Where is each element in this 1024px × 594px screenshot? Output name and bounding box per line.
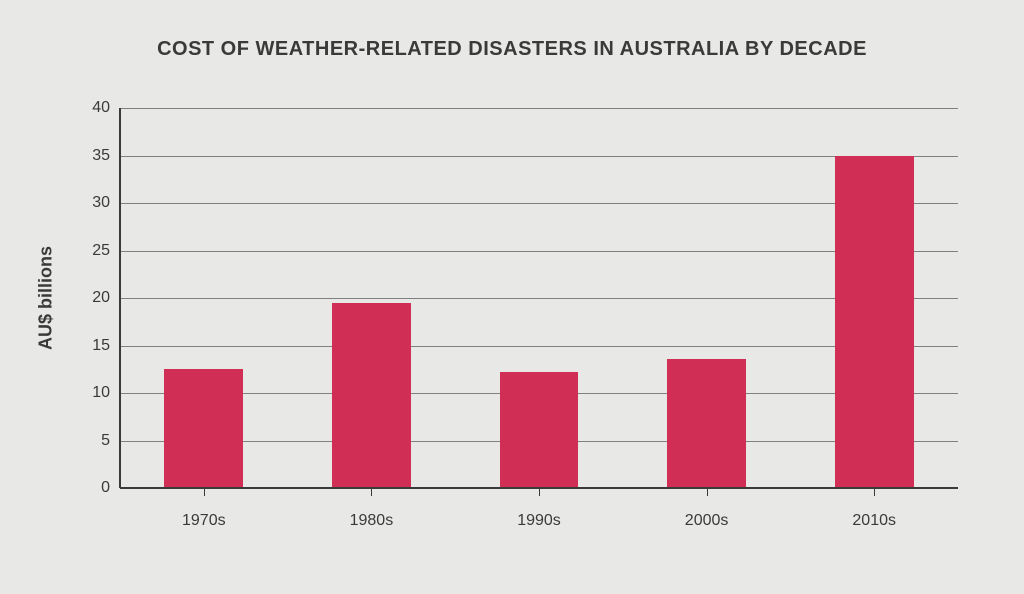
bar <box>500 372 579 488</box>
gridline <box>120 108 958 109</box>
x-tick-mark <box>707 488 708 496</box>
chart-title: COST OF WEATHER-RELATED DISASTERS IN AUS… <box>0 38 1024 61</box>
x-tick-mark <box>371 488 372 496</box>
y-tick-label: 40 <box>92 99 120 117</box>
bar <box>835 156 914 489</box>
y-tick-label: 15 <box>92 337 120 355</box>
bar <box>667 359 746 488</box>
gridline <box>120 203 958 204</box>
y-tick-label: 30 <box>92 194 120 212</box>
x-tick-mark <box>204 488 205 496</box>
y-axis-label: AU$ billions <box>36 246 57 350</box>
y-tick-label: 20 <box>92 289 120 307</box>
bar <box>164 369 243 488</box>
gridline <box>120 298 958 299</box>
y-tick-label: 35 <box>92 147 120 165</box>
bar <box>332 303 411 488</box>
x-tick-label: 1970s <box>182 512 226 530</box>
gridline <box>120 251 958 252</box>
chart-canvas: COST OF WEATHER-RELATED DISASTERS IN AUS… <box>0 0 1024 594</box>
x-tick-mark <box>874 488 875 496</box>
x-tick-label: 1990s <box>517 512 561 530</box>
x-axis <box>120 487 958 489</box>
x-tick-mark <box>539 488 540 496</box>
gridline <box>120 156 958 157</box>
y-tick-label: 0 <box>101 479 120 497</box>
y-tick-label: 10 <box>92 384 120 402</box>
x-tick-label: 2000s <box>685 512 729 530</box>
y-tick-label: 25 <box>92 242 120 260</box>
gridline <box>120 346 958 347</box>
y-tick-label: 5 <box>101 432 120 450</box>
y-axis <box>119 108 121 488</box>
plot-area: 05101520253035401970s1980s1990s2000s2010… <box>120 108 958 488</box>
x-tick-label: 1980s <box>350 512 394 530</box>
x-tick-label: 2010s <box>852 512 896 530</box>
